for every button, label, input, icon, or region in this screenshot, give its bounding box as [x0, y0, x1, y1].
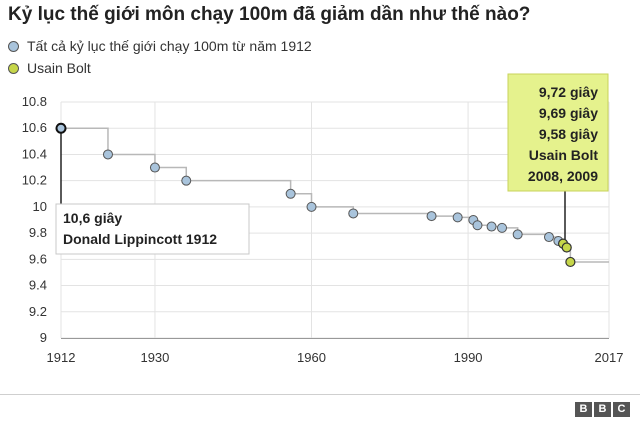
x-tick-label: 2017: [595, 350, 624, 365]
bolt-annotation-line: 9,69 giây: [539, 105, 598, 121]
lippincott-annotation-name: Donald Lippincott 1912: [63, 231, 217, 247]
bbc-logo: B B C: [575, 402, 630, 417]
bbc-logo-letter-b2: B: [594, 402, 611, 417]
record-point: [55, 122, 67, 134]
bbc-logo-letter-b1: B: [575, 402, 592, 417]
legend-marker-usain-bolt: [8, 62, 19, 74]
bolt-annotation-box: [507, 73, 609, 192]
record-point: [512, 229, 523, 240]
y-tick-label: 10.6: [22, 120, 47, 135]
record-point: [472, 220, 483, 231]
record-point: [452, 212, 463, 223]
record-point: [149, 162, 160, 173]
record-point: [348, 208, 359, 219]
record-point: [486, 221, 497, 232]
x-tick-label: 1912: [47, 350, 76, 365]
y-tick-label: 9.4: [29, 278, 47, 293]
y-tick-label: 9.8: [29, 225, 47, 240]
bolt-annotation-line: 2008, 2009: [528, 168, 598, 184]
record-point: [181, 175, 192, 186]
legend-item-all-records: Tất cả kỷ lục thế giới chạy 100m từ năm …: [8, 35, 312, 57]
y-tick-label: 9.2: [29, 304, 47, 319]
lippincott-annotation-time: 10,6 giây: [63, 210, 122, 226]
y-tick-label: 9: [40, 330, 47, 345]
legend-item-usain-bolt: Usain Bolt: [8, 57, 312, 79]
y-tick-label: 10.2: [22, 173, 47, 188]
bolt-annotation-line: 9,72 giây: [539, 84, 598, 100]
bbc-logo-letter-c: C: [613, 402, 630, 417]
record-point: [306, 201, 317, 212]
bolt-record-point: [561, 242, 572, 253]
record-chart: 9 9.2 9.4 9.6 9.8 10 10.2 10.4 10.6 10.8 1912 1930 1…: [22, 73, 624, 365]
y-tick-label: 10.8: [22, 94, 47, 109]
y-tick-label: 10: [33, 199, 47, 214]
y-tick-label: 9.6: [29, 251, 47, 266]
record-point: [497, 222, 508, 233]
bolt-record-point: [565, 256, 576, 268]
record-point: [426, 211, 437, 222]
footer-divider: [0, 394, 640, 395]
x-tick-label: 1990: [454, 350, 483, 365]
legend-label-usain-bolt: Usain Bolt: [27, 60, 91, 76]
record-point: [285, 188, 296, 199]
legend-label-all-records: Tất cả kỷ lục thế giới chạy 100m từ năm …: [27, 38, 312, 54]
record-point: [102, 149, 113, 160]
x-tick-label: 1930: [140, 350, 169, 365]
y-tick-label: 10.4: [22, 146, 47, 161]
chart-title: Kỷ lục thế giới môn chạy 100m đã giảm dầ…: [8, 4, 531, 25]
legend: Tất cả kỷ lục thế giới chạy 100m từ năm …: [8, 35, 312, 79]
lippincott-annotation-box: [55, 203, 250, 255]
bolt-annotation-line: 9,58 giây: [539, 126, 598, 142]
bolt-annotation-line: Usain Bolt: [529, 147, 599, 163]
record-point: [543, 232, 554, 243]
x-tick-label: 1960: [297, 350, 326, 365]
legend-marker-all-records: [8, 40, 19, 52]
